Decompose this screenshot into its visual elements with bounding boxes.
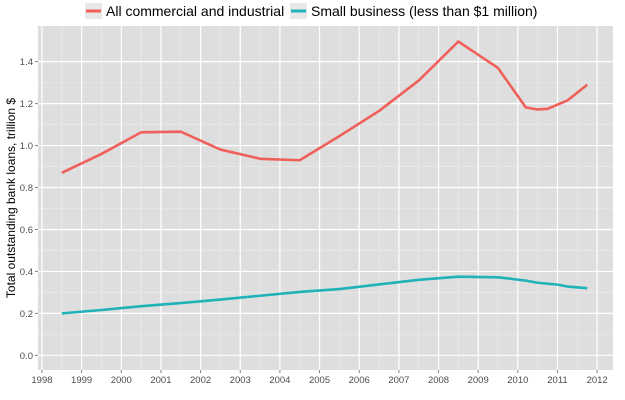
grid (38, 26, 613, 370)
legend-label: Small business (less than $1 million) (311, 3, 537, 19)
y-tick-label: 0.2 (20, 309, 33, 320)
x-tick-label: 2012 (587, 375, 608, 386)
y-tick-label: 1.4 (20, 57, 33, 68)
plot-panel (38, 26, 613, 370)
y-axis: 0.0 0.2 0.4 0.6 0.8 1.0 1.2 1.4 (20, 57, 38, 362)
x-tick-label: 2008 (428, 375, 449, 386)
legend: All commercial and industrial Small busin… (85, 3, 537, 19)
legend-item-2: Small business (less than $1 million) (290, 3, 537, 19)
x-tick-label: 2006 (349, 375, 370, 386)
x-tick-label: 2009 (468, 375, 489, 386)
x-tick-label: 1998 (31, 375, 52, 386)
legend-item-1: All commercial and industrial (85, 3, 284, 19)
series-line-2 (61, 275, 588, 315)
series-lines (61, 40, 589, 315)
y-tick-label: 0.6 (20, 225, 33, 236)
x-tick-label: 2005 (309, 375, 330, 386)
x-axis: 1998 1999 2000 2001 2002 2003 2004 2005 2006 2007… (31, 370, 608, 386)
x-tick-label: 2011 (547, 375, 567, 386)
x-tick-label: 2002 (190, 375, 211, 386)
series-line-1 (61, 40, 589, 175)
x-tick-label: 2003 (230, 375, 251, 386)
x-tick-label: 1999 (71, 375, 92, 386)
x-tick-label: 2007 (388, 375, 409, 386)
x-tick-label: 2001 (150, 375, 171, 386)
y-tick-label: 1.0 (20, 141, 33, 152)
y-axis-title: Total outstanding bank loans, trillion $ (4, 98, 18, 298)
y-tick-label: 0.0 (20, 351, 33, 362)
legend-label: All commercial and industrial (106, 3, 284, 19)
y-tick-label: 0.8 (20, 183, 33, 194)
y-tick-label: 0.4 (20, 267, 33, 278)
x-tick-label: 2010 (507, 375, 528, 386)
x-tick-label: 2004 (269, 375, 290, 386)
x-tick-label: 2000 (111, 375, 132, 386)
y-tick-label: 1.2 (20, 99, 33, 110)
